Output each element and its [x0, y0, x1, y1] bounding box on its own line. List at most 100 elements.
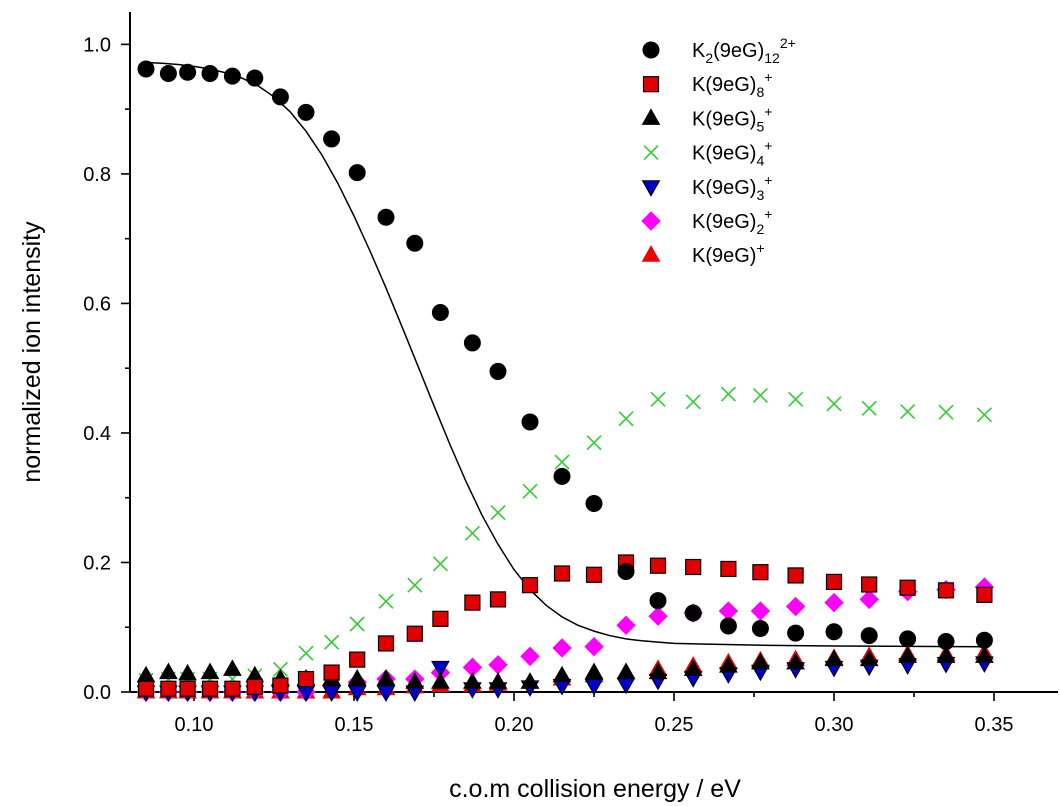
data-point	[785, 596, 806, 617]
data-point	[223, 67, 241, 85]
data-point	[649, 592, 667, 610]
data-point	[521, 577, 539, 594]
data-point	[752, 387, 768, 403]
data-point	[584, 636, 604, 657]
fit-curve-group	[145, 61, 985, 648]
data-point	[825, 573, 843, 591]
data-point	[898, 646, 917, 663]
data-point	[488, 655, 508, 675]
legend-entry: K(9eG)5+	[641, 103, 772, 134]
data-point	[520, 646, 540, 667]
data-point	[376, 685, 396, 703]
x-tick-label: 0.15	[335, 714, 374, 736]
data-point	[407, 577, 423, 593]
data-point	[490, 505, 506, 521]
legend-marker	[643, 145, 659, 161]
data-point	[616, 615, 636, 636]
data-point	[684, 604, 702, 622]
data-point	[377, 635, 395, 652]
data-point	[137, 60, 155, 78]
x-tick-label: 0.25	[655, 714, 694, 736]
data-point	[585, 495, 603, 513]
data-point	[616, 677, 636, 695]
legend-label: K(9eG)+	[692, 240, 765, 267]
legend-label: K(9eG)2+	[692, 206, 772, 237]
data-point	[826, 396, 842, 412]
data-point	[160, 680, 177, 697]
data-point	[824, 592, 844, 613]
data-point	[137, 680, 155, 697]
data-point	[406, 234, 424, 252]
legend-entry: K(9eG)2+	[641, 206, 772, 237]
data-point	[376, 669, 396, 686]
data-point	[553, 467, 571, 485]
data-point	[200, 662, 220, 680]
legend-marker	[641, 245, 661, 262]
data-point	[159, 662, 178, 680]
data-point	[685, 394, 701, 410]
legend-entry: K(9eG)+	[641, 240, 765, 267]
data-point	[432, 610, 449, 627]
data-point	[489, 591, 507, 608]
data-point	[553, 565, 571, 582]
data-point	[432, 556, 448, 572]
data-point	[720, 386, 736, 402]
axes: 0.10 0.15 0.20 0.25 0.30 0.35 0.0 0.2 0.4 0.6 0.8 1…	[83, 12, 1058, 736]
data-point	[554, 454, 570, 470]
data-point	[825, 623, 843, 641]
data-point	[788, 391, 804, 407]
y-tick-label: 0.4	[83, 423, 111, 445]
legend-marker	[642, 76, 660, 93]
data-point	[585, 566, 603, 583]
data-point	[859, 589, 879, 610]
legend-marker	[641, 180, 661, 197]
data-point	[900, 404, 916, 420]
data-point	[489, 362, 507, 380]
data-point	[936, 646, 956, 663]
data-point	[179, 63, 197, 81]
data-point	[246, 69, 264, 87]
data-point	[464, 525, 480, 541]
data-point	[349, 616, 365, 632]
data-point	[975, 646, 994, 663]
data-point	[324, 634, 340, 650]
data-point	[584, 679, 604, 696]
data-point	[720, 560, 737, 578]
data-point	[617, 563, 635, 581]
data-point	[976, 407, 992, 423]
data-point	[297, 103, 315, 121]
data-marks	[136, 60, 995, 703]
data-point	[463, 334, 481, 352]
data-point	[431, 660, 450, 678]
data-point	[463, 672, 482, 689]
data-point	[405, 672, 425, 689]
data-point	[521, 413, 539, 431]
data-point	[323, 664, 340, 681]
data-point	[618, 411, 634, 427]
data-point	[349, 651, 366, 668]
legend-entry: K(9eG)3+	[641, 172, 772, 203]
data-point	[824, 649, 844, 667]
data-point	[246, 678, 263, 695]
legend-label: K(9eG)4+	[692, 138, 772, 169]
data-point	[586, 435, 602, 451]
data-point	[861, 576, 878, 593]
y-tick-label: 0.0	[83, 682, 111, 704]
x-tick-label: 0.35	[975, 714, 1014, 736]
x-tick-label: 0.10	[175, 714, 214, 736]
data-point	[899, 630, 917, 648]
data-point	[406, 625, 423, 642]
legend-label: K2(9eG)122+	[692, 35, 796, 66]
data-point	[552, 665, 572, 683]
legend-marker	[642, 41, 660, 59]
data-point	[431, 303, 449, 321]
y-axis-title: normalized ion intensity	[18, 221, 46, 483]
legend-entry: K(9eG)8+	[642, 69, 772, 100]
legend-marker	[641, 108, 661, 125]
data-point	[718, 601, 739, 621]
y-tick-label: 1.0	[83, 34, 111, 56]
data-point	[685, 558, 702, 576]
data-point	[488, 672, 508, 689]
legend-label: K(9eG)5+	[692, 103, 772, 134]
